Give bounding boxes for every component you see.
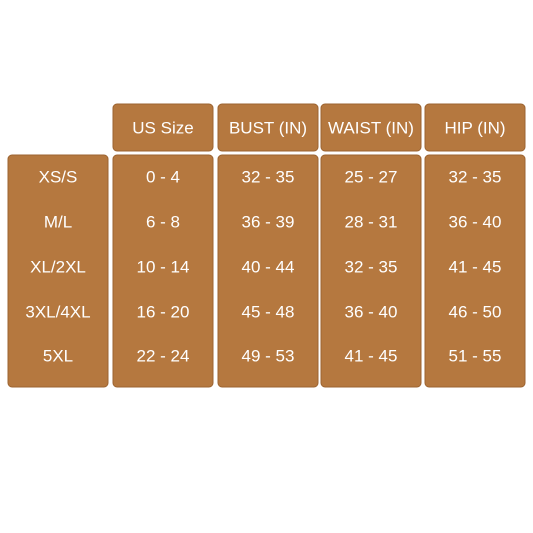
cell-text: 36 - 40 (345, 302, 398, 321)
cell-text: 28 - 31 (345, 212, 398, 231)
column-box (424, 154, 526, 388)
cell-text: 45 - 48 (242, 302, 295, 321)
column-box (112, 154, 214, 388)
size-label: 5XL (43, 346, 73, 365)
header-text: BUST (IN) (229, 118, 307, 137)
size-label: M/L (44, 212, 72, 231)
header-text: WAIST (IN) (328, 118, 414, 137)
header-text: US Size (132, 118, 193, 137)
header-cell (217, 103, 319, 152)
header-cell (320, 103, 422, 152)
cell-text: 41 - 45 (449, 257, 502, 276)
cell-text: 32 - 35 (449, 167, 502, 186)
cell-text: 51 - 55 (449, 346, 502, 365)
cell-text: 22 - 24 (137, 346, 190, 365)
size-label: XL/2XL (30, 257, 86, 276)
header-cell (112, 103, 214, 152)
cell-text: 25 - 27 (345, 167, 398, 186)
cell-text: 36 - 39 (242, 212, 295, 231)
cell-text: 0 - 4 (146, 167, 180, 186)
cell-text: 40 - 44 (242, 257, 295, 276)
column-box (320, 154, 422, 388)
cell-text: 41 - 45 (345, 346, 398, 365)
cell-text: 6 - 8 (146, 212, 180, 231)
cell-text: 49 - 53 (242, 346, 295, 365)
column-box (7, 154, 109, 388)
column-box (217, 154, 319, 388)
header-text: HIP (IN) (444, 118, 505, 137)
size-label: 3XL/4XL (25, 302, 90, 321)
size-label: XS/S (39, 167, 78, 186)
cell-text: 10 - 14 (137, 257, 190, 276)
cell-text: 46 - 50 (449, 302, 502, 321)
cell-text: 32 - 35 (242, 167, 295, 186)
cell-text: 36 - 40 (449, 212, 502, 231)
cell-text: 16 - 20 (137, 302, 190, 321)
header-cell (424, 103, 526, 152)
cell-text: 32 - 35 (345, 257, 398, 276)
